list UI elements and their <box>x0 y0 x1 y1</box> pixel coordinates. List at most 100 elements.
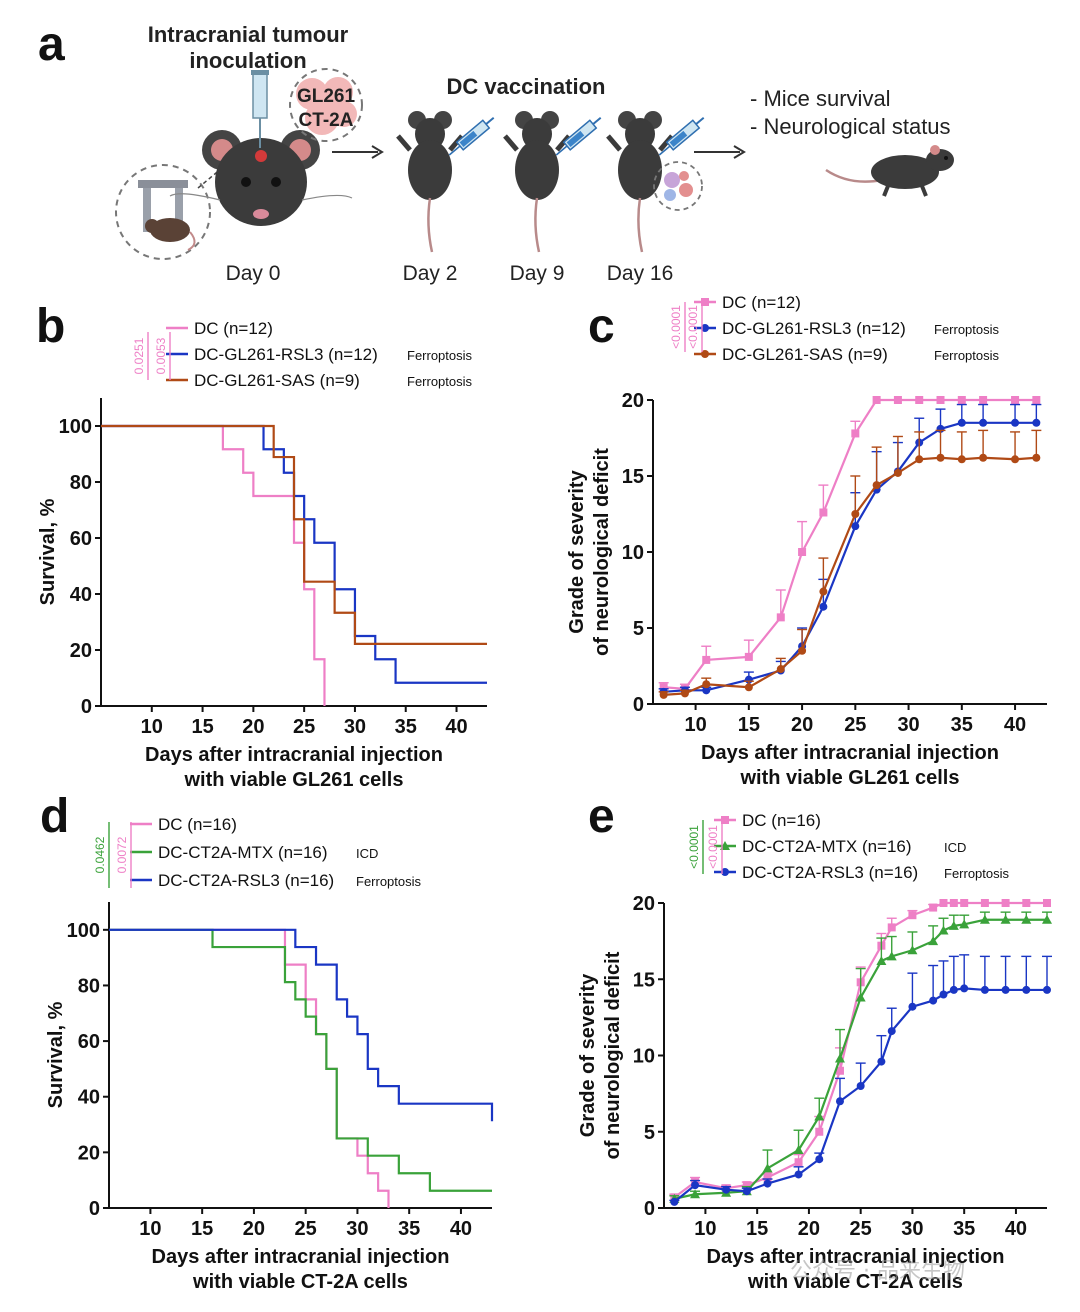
x-tick-label: 20 <box>798 1218 820 1240</box>
data-point <box>744 683 753 692</box>
legend-marker <box>701 298 709 306</box>
data-point <box>851 522 860 531</box>
x-tick-label: 35 <box>395 716 417 738</box>
x-tick-label: 35 <box>953 1218 975 1240</box>
x-tick-label: 35 <box>951 714 973 736</box>
vaccinated-mouse-icon <box>396 111 495 253</box>
data-point <box>856 1082 865 1090</box>
x-tick-label: 40 <box>450 1218 472 1240</box>
pvalue-label: <0.0001 <box>706 825 720 869</box>
x-axis-label: Days after intracranial injection <box>152 1246 450 1268</box>
data-point <box>819 508 828 517</box>
data-point <box>762 1163 773 1173</box>
pvalue-label: <0.0001 <box>669 305 683 349</box>
mouse-side-icon <box>825 145 954 197</box>
cell-line-ct2a: CT-2A <box>299 110 354 131</box>
outcome-neurological: - Neurological status <box>750 114 951 139</box>
data-point <box>815 1127 824 1136</box>
data-point <box>1011 418 1020 427</box>
x-tick-label: 15 <box>191 1218 213 1240</box>
data-point <box>1043 985 1051 994</box>
y-axis-label: of neurological deficit <box>602 951 624 1159</box>
data-point <box>763 1173 772 1182</box>
legend-tag: Ferroptosis <box>407 374 473 389</box>
legend-entry: DC-GL261-SAS (n=9) <box>722 345 888 364</box>
x-tick-label: 15 <box>746 1218 768 1240</box>
vaccinated-mice <box>396 111 705 253</box>
data-point <box>1022 899 1031 907</box>
data-point <box>886 951 897 961</box>
vaccine-syringe-icon <box>555 116 602 156</box>
x-tick-label: 30 <box>346 1218 368 1240</box>
legend-entry: DC-GL261-SAS (n=9) <box>194 371 360 390</box>
y-tick-label: 10 <box>633 1046 655 1068</box>
vaccine-syringe-icon <box>448 116 495 156</box>
data-point <box>938 925 949 935</box>
data-point <box>1011 455 1020 464</box>
x-tick-label: 40 <box>1005 1218 1027 1240</box>
data-point <box>979 914 990 924</box>
data-point <box>742 1187 751 1196</box>
y-tick-label: 100 <box>59 416 92 438</box>
day-label-9: Day 9 <box>510 262 565 285</box>
data-point <box>979 453 988 462</box>
series-line <box>674 918 1047 1200</box>
data-point <box>814 1111 825 1121</box>
data-point <box>915 455 924 464</box>
data-point <box>979 396 988 404</box>
data-point <box>742 1181 751 1190</box>
x-tick-label: 25 <box>295 1218 317 1240</box>
day-label-0: Day 0 <box>226 262 281 285</box>
data-point <box>929 996 938 1005</box>
data-point <box>908 911 917 920</box>
legend-marker <box>721 816 729 824</box>
survival-curve <box>109 928 494 1122</box>
data-point <box>949 899 958 907</box>
data-point <box>929 903 938 912</box>
data-point <box>702 655 711 664</box>
day-label-2: Day 2 <box>403 262 458 285</box>
data-point <box>957 418 966 427</box>
legend-marker <box>701 350 709 358</box>
data-point <box>763 1179 772 1188</box>
data-point <box>834 1053 845 1063</box>
watermark-text: 公众号 · 品来生物 <box>790 1259 965 1284</box>
x-tick-label: 10 <box>694 1218 716 1240</box>
x-tick-label: 40 <box>1004 714 1026 736</box>
y-tick-label: 40 <box>70 584 92 606</box>
y-axis-label: Grade of severity <box>577 973 599 1137</box>
data-point <box>1042 914 1052 924</box>
x-tick-label: 25 <box>293 716 315 738</box>
data-point <box>893 468 902 477</box>
y-tick-label: 60 <box>70 528 92 550</box>
data-point <box>872 481 881 490</box>
y-tick-label: 100 <box>67 920 100 942</box>
vaccine-syringe-icon <box>658 116 705 156</box>
y-tick-label: 15 <box>622 466 644 488</box>
data-point <box>957 455 966 464</box>
legend-entry: DC-CT2A-RSL3 (n=16) <box>158 871 334 890</box>
data-point <box>893 396 902 404</box>
tumour-cells-icon <box>289 68 363 142</box>
dendritic-cell-icon <box>653 161 703 211</box>
data-point <box>1001 985 1010 994</box>
y-tick-label: 5 <box>644 1122 655 1144</box>
y-tick-label: 0 <box>89 1198 100 1220</box>
day-label-16: Day 16 <box>607 262 674 285</box>
x-tick-label: 25 <box>844 714 866 736</box>
data-point <box>876 955 887 965</box>
survival-curve <box>109 928 492 1192</box>
data-point <box>1021 914 1032 924</box>
y-tick-label: 0 <box>81 696 92 718</box>
pvalue-label: 0.0251 <box>132 337 146 374</box>
y-tick-label: 20 <box>78 1142 100 1164</box>
series-line <box>663 398 1037 690</box>
x-tick-label: 40 <box>445 716 467 738</box>
legend-entry: DC (n=12) <box>194 319 273 338</box>
data-point <box>794 1158 803 1167</box>
arrow-icon-1 <box>332 145 384 159</box>
pvalue-label: 0.0053 <box>154 337 168 374</box>
data-point <box>939 899 948 907</box>
legend-tag: Ferroptosis <box>934 348 1000 363</box>
